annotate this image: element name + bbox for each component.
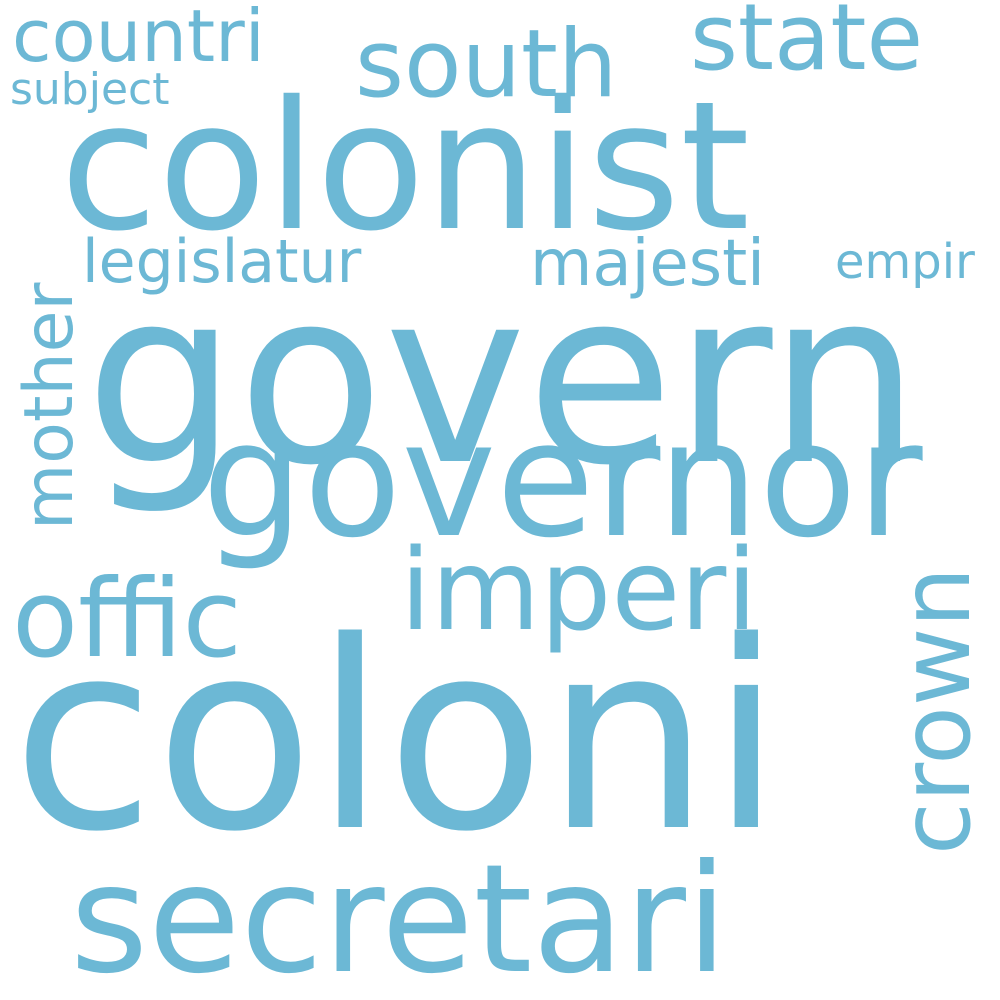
word-coloni: coloni — [12, 587, 783, 889]
word-crown: crown — [880, 566, 992, 855]
word-legislatur: legislatur — [82, 227, 362, 297]
word-state: state — [690, 0, 924, 91]
word-secretari: secretari — [70, 833, 728, 1000]
word-countri: countri — [12, 0, 265, 78]
word-colonist: colonist — [60, 63, 750, 270]
word-offic: offic — [12, 557, 242, 682]
word-empir: empir — [835, 234, 975, 290]
word-mother: mother — [10, 282, 89, 530]
word-governor: governor — [202, 386, 923, 573]
word-govern: govern — [85, 238, 921, 518]
word-south: south — [355, 10, 618, 119]
word-imperi: imperi — [400, 526, 758, 656]
word-subject: subject — [10, 64, 170, 115]
word-majesti: majesti — [530, 227, 765, 301]
